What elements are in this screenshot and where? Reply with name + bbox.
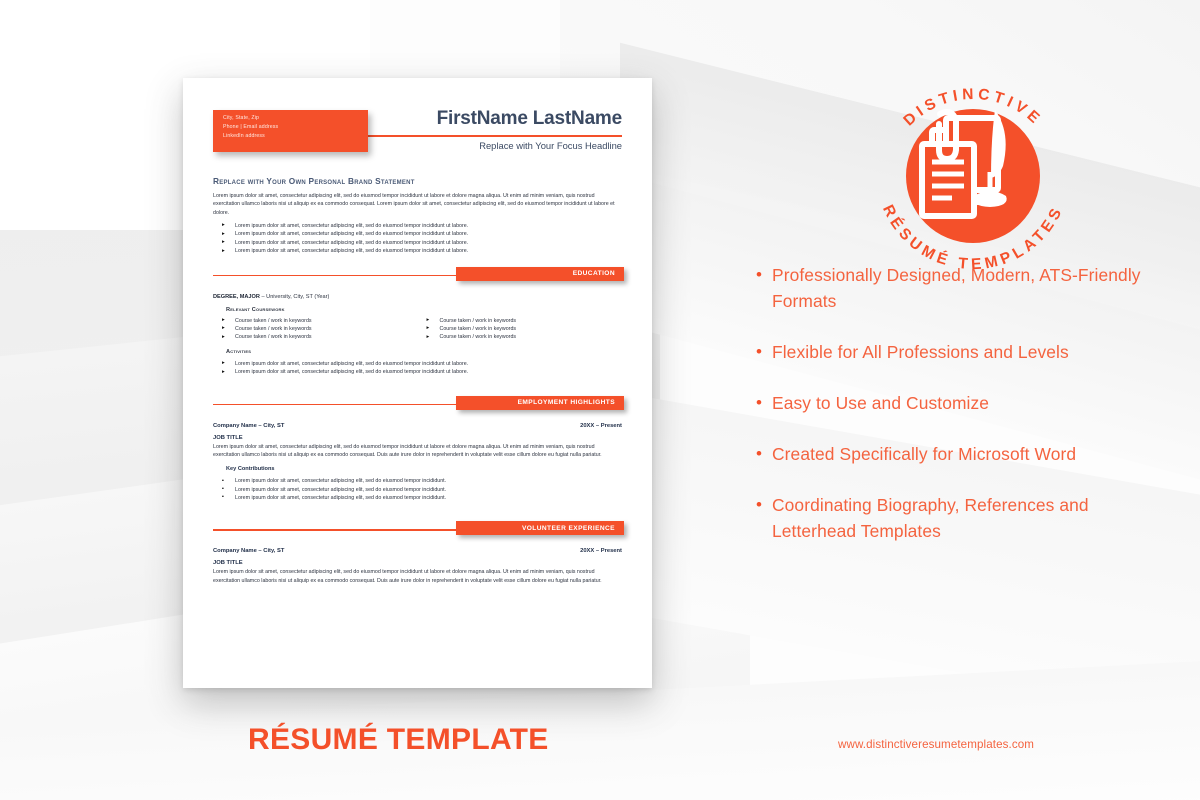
contact-block: City, State, Zip Phone | Email address L…	[213, 110, 368, 152]
section-rule	[213, 529, 482, 531]
list-item: Course taken / work in keywords	[418, 333, 623, 342]
page-title: RÉSUMÉ TEMPLATE	[248, 723, 549, 756]
feature-text: Professionally Designed, Modern, ATS-Fri…	[772, 265, 1141, 311]
list-item: Lorem ipsum dolor sit amet, consectetur …	[213, 485, 622, 494]
candidate-name: FirstName LastName	[436, 108, 623, 129]
key-contributions-heading: Key Contributions	[226, 466, 275, 473]
list-item: Course taken / work in keywords	[418, 324, 623, 333]
bullet-dot-icon: •	[756, 444, 762, 463]
volunteer-company-row: Company Name – City, ST 20XX – Present	[213, 548, 622, 554]
section-label: EMPLOYMENT HIGHLIGHTS	[456, 395, 624, 410]
activities-list: Lorem ipsum dolor sit amet, consectetur …	[213, 359, 622, 377]
bullet-dot-icon: •	[756, 495, 762, 514]
activities-heading: Activities	[226, 348, 252, 355]
section-header-volunteer: VOLUNTEER EXPERIENCE	[183, 521, 652, 537]
list-item: Lorem ipsum dolor sit amet, consectetur …	[213, 493, 622, 502]
employment-dates: 20XX – Present	[580, 422, 622, 429]
summary-paragraph: Lorem ipsum dolor sit amet, consectetur …	[213, 193, 615, 216]
list-item: • Created Specifically for Microsoft Wor…	[756, 441, 1156, 467]
coursework-right: Course taken / work in keywords Course t…	[418, 316, 623, 342]
degree-school: – University, City, ST (Year)	[259, 293, 330, 300]
bullet-dot-icon: •	[756, 265, 762, 284]
coursework-columns: Course taken / work in keywords Course t…	[213, 316, 623, 342]
list-item: Lorem ipsum dolor sit amet, consectetur …	[213, 477, 622, 486]
section-rule	[213, 403, 482, 406]
company-name: Company Name – City, ST	[213, 422, 285, 429]
list-item: • Easy to Use and Customize	[756, 390, 1156, 416]
volunteer-paragraph: Lorem ipsum dolor sit amet, consectetur …	[213, 569, 602, 584]
coursework-heading: Relevant Coursework	[226, 306, 285, 313]
feature-text: Created Specifically for Microsoft Word	[772, 444, 1077, 464]
list-item: Lorem ipsum dolor sit amet, consectetur …	[213, 230, 622, 239]
degree-major: DEGREE, MAJOR	[213, 293, 260, 300]
section-label: VOLUNTEER EXPERIENCE	[456, 521, 624, 536]
section-header-employment: EMPLOYMENT HIGHLIGHTS	[183, 395, 652, 412]
contact-phone: Phone | Email address	[223, 124, 279, 131]
list-item: Lorem ipsum dolor sit amet, consectetur …	[213, 238, 622, 247]
coursework-left: Course taken / work in keywords Course t…	[213, 316, 418, 342]
feature-text: Easy to Use and Customize	[772, 393, 990, 413]
focus-headline: Replace with Your Focus Headline	[479, 140, 622, 151]
degree-line: DEGREE, MAJOR – University, City, ST (Ye…	[213, 294, 622, 300]
job-title: JOB TITLE	[213, 434, 243, 441]
feature-list: • Professionally Designed, Modern, ATS-F…	[756, 262, 1156, 569]
list-item: Course taken / work in keywords	[213, 333, 418, 342]
list-item: • Coordinating Biography, References and…	[756, 492, 1156, 544]
list-item: Course taken / work in keywords	[213, 324, 418, 333]
bullet-dot-icon: •	[756, 393, 762, 412]
list-item: Lorem ipsum dolor sit amet, consectetur …	[213, 368, 622, 377]
list-item: • Professionally Designed, Modern, ATS-F…	[756, 262, 1156, 314]
contact-linkedin: LinkedIn address	[223, 133, 265, 140]
employment-paragraph: Lorem ipsum dolor sit amet, consectetur …	[213, 443, 602, 458]
document-quill-icon	[919, 109, 1007, 219]
employment-company-row: Company Name – City, ST 20XX – Present	[213, 423, 622, 429]
list-item: Course taken / work in keywords	[418, 316, 623, 325]
list-item: Lorem ipsum dolor sit amet, consectetur …	[213, 247, 622, 256]
section-label: EDUCATION	[456, 266, 624, 281]
list-item: Course taken / work in keywords	[213, 316, 418, 325]
job-title: JOB TITLE	[213, 560, 243, 567]
contact-city: City, State, Zip	[223, 115, 260, 121]
distinctive-resume-templates-logo: DISTINCTIVE RÉSUMÉ TEMPLATES	[862, 68, 1084, 290]
list-item: • Flexible for All Professions and Level…	[756, 339, 1156, 365]
feature-text: Flexible for All Professions and Levels	[772, 342, 1069, 362]
section-header-education: EDUCATION	[183, 266, 652, 283]
key-contributions-list: Lorem ipsum dolor sit amet, consectetur …	[213, 477, 622, 503]
resume-header: City, State, Zip Phone | Email address L…	[183, 78, 652, 166]
list-item: Lorem ipsum dolor sit amet, consectetur …	[213, 221, 622, 230]
list-item: Lorem ipsum dolor sit amet, consectetur …	[213, 359, 622, 368]
section-rule	[213, 274, 482, 277]
feature-text: Coordinating Biography, References and L…	[772, 495, 1089, 541]
resume-page-preview: City, State, Zip Phone | Email address L…	[183, 78, 652, 688]
bullet-dot-icon: •	[756, 342, 762, 361]
header-rule	[331, 135, 622, 137]
website-url[interactable]: www.distinctiveresumetemplates.com	[838, 738, 1035, 751]
volunteer-dates: 20XX – Present	[580, 548, 622, 555]
brand-statement-heading: Replace with Your Own Personal Brand Sta…	[213, 176, 415, 186]
company-name: Company Name – City, ST	[213, 548, 285, 555]
summary-bullet-list: Lorem ipsum dolor sit amet, consectetur …	[213, 221, 622, 256]
